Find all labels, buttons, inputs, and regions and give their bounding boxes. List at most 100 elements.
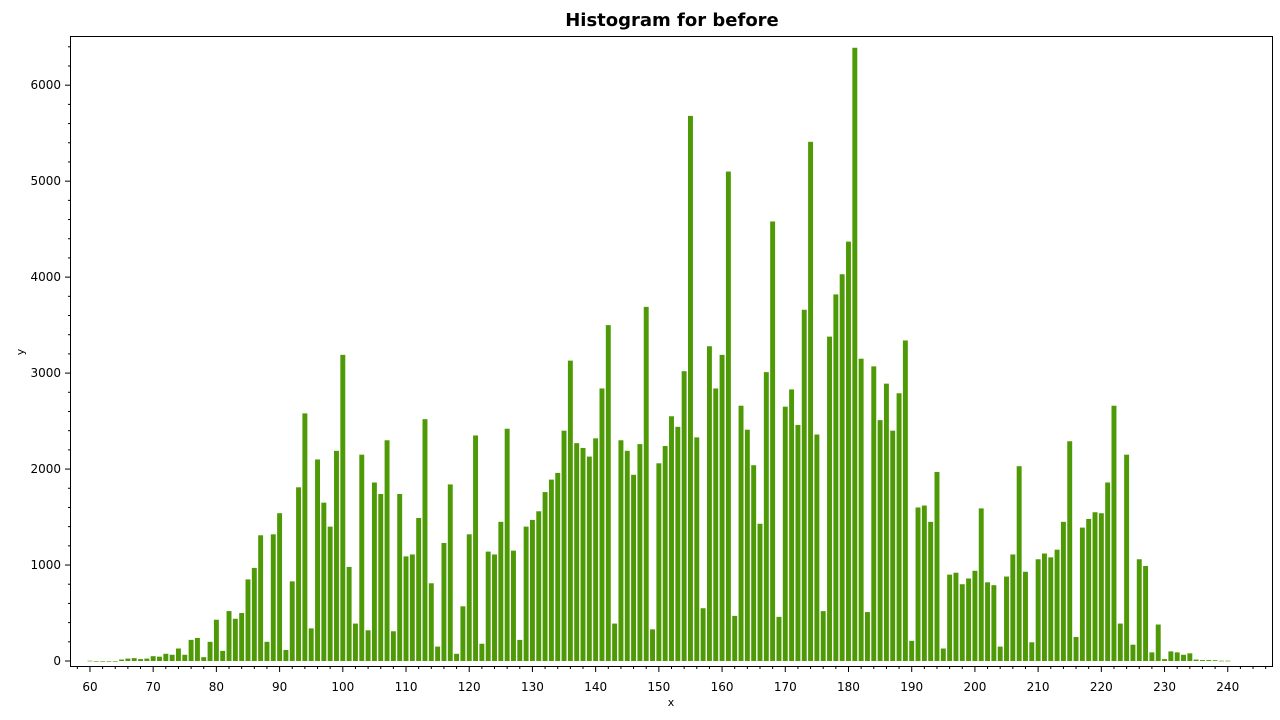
bar-235	[1193, 659, 1199, 661]
bar-239	[1218, 660, 1224, 662]
bar-230	[1162, 659, 1168, 661]
bar-108	[390, 631, 396, 661]
bar-77	[194, 637, 200, 661]
bar-84	[239, 613, 245, 661]
bar-210	[1035, 559, 1041, 661]
bar-174	[808, 141, 814, 661]
bar-113	[422, 419, 428, 661]
bar-93	[296, 487, 302, 661]
bar-145	[624, 450, 630, 661]
bar-187	[890, 430, 896, 661]
bar-176	[820, 611, 826, 661]
bar-96	[315, 459, 320, 661]
bar-100	[340, 354, 346, 661]
bar-211	[1041, 553, 1047, 661]
bar-179	[839, 274, 845, 661]
bar-127	[511, 550, 516, 661]
bar-185	[877, 420, 883, 661]
x-tick-label: 200	[963, 680, 986, 694]
bar-110	[403, 556, 409, 661]
bar-107	[384, 440, 390, 661]
x-tick-label: 170	[774, 680, 797, 694]
bar-215	[1067, 441, 1073, 661]
bar-142	[605, 325, 611, 661]
bar-151	[662, 446, 668, 661]
bar-200	[972, 570, 978, 661]
bar-90	[277, 513, 283, 661]
bar-65	[119, 659, 125, 661]
bar-209	[1029, 642, 1035, 661]
bar-236	[1200, 660, 1205, 661]
bar-122	[479, 643, 485, 661]
bar-92	[289, 581, 295, 661]
bar-201	[978, 508, 984, 661]
bar-196	[947, 574, 953, 661]
bar-106	[378, 494, 384, 661]
bar-188	[896, 393, 902, 661]
y-axis-ticks: 0 1000 2000 3000 4000 5000 6000	[30, 46, 71, 668]
bar-132	[542, 492, 548, 661]
bar-208	[1023, 571, 1028, 661]
bar-116	[441, 542, 447, 661]
x-tick-label: 70	[146, 680, 161, 694]
bar-164	[744, 429, 750, 661]
bar-191	[915, 507, 921, 661]
bar-80	[213, 619, 219, 661]
bar-156	[694, 437, 700, 661]
bar-178	[833, 294, 839, 661]
bar-66	[125, 658, 131, 661]
bar-61	[93, 661, 99, 662]
bar-172	[795, 424, 801, 661]
bar-198	[959, 584, 965, 661]
y-tick-label: 1000	[30, 558, 61, 572]
bar-162	[732, 615, 738, 661]
bar-109	[397, 494, 403, 661]
x-tick-label: 130	[521, 680, 544, 694]
y-tick-label: 0	[53, 654, 61, 668]
bar-78	[201, 657, 207, 661]
bar-94	[302, 413, 308, 661]
bar-173	[801, 309, 807, 661]
bar-74	[175, 648, 181, 661]
bar-205	[1004, 576, 1009, 661]
bar-175	[814, 434, 820, 661]
y-tick-label: 2000	[30, 462, 61, 476]
bar-123	[485, 551, 491, 661]
bar-102	[352, 623, 358, 661]
bar-67	[131, 658, 137, 661]
bar-64	[112, 661, 118, 662]
bar-189	[902, 340, 908, 661]
x-tick-label: 210	[1027, 680, 1050, 694]
bar-161	[725, 171, 731, 661]
y-axis-label: y	[14, 348, 27, 355]
bar-221	[1105, 482, 1111, 661]
bar-168	[770, 221, 776, 661]
bar-73	[169, 654, 175, 661]
bar-169	[776, 616, 782, 661]
bar-63	[106, 661, 112, 662]
x-tick-label: 180	[837, 680, 860, 694]
bar-62	[100, 661, 106, 662]
bar-226	[1136, 559, 1142, 661]
bar-146	[631, 474, 637, 661]
bar-115	[435, 646, 441, 661]
bar-171	[789, 389, 795, 661]
bar-82	[226, 611, 232, 661]
bar-139	[586, 456, 592, 661]
bar-101	[346, 566, 352, 661]
bar-68	[138, 659, 143, 661]
bar-99	[334, 450, 339, 661]
bar-114	[428, 583, 434, 661]
bar-183	[864, 612, 870, 661]
bar-219	[1092, 512, 1098, 661]
bar-85	[245, 579, 251, 661]
bar-95	[308, 628, 314, 661]
bar-212	[1048, 557, 1054, 661]
bar-124	[492, 554, 497, 661]
bar-160	[719, 354, 725, 661]
bar-91	[283, 649, 289, 661]
bar-225	[1130, 644, 1136, 661]
bar-182	[858, 358, 864, 661]
bar-140	[593, 438, 599, 661]
